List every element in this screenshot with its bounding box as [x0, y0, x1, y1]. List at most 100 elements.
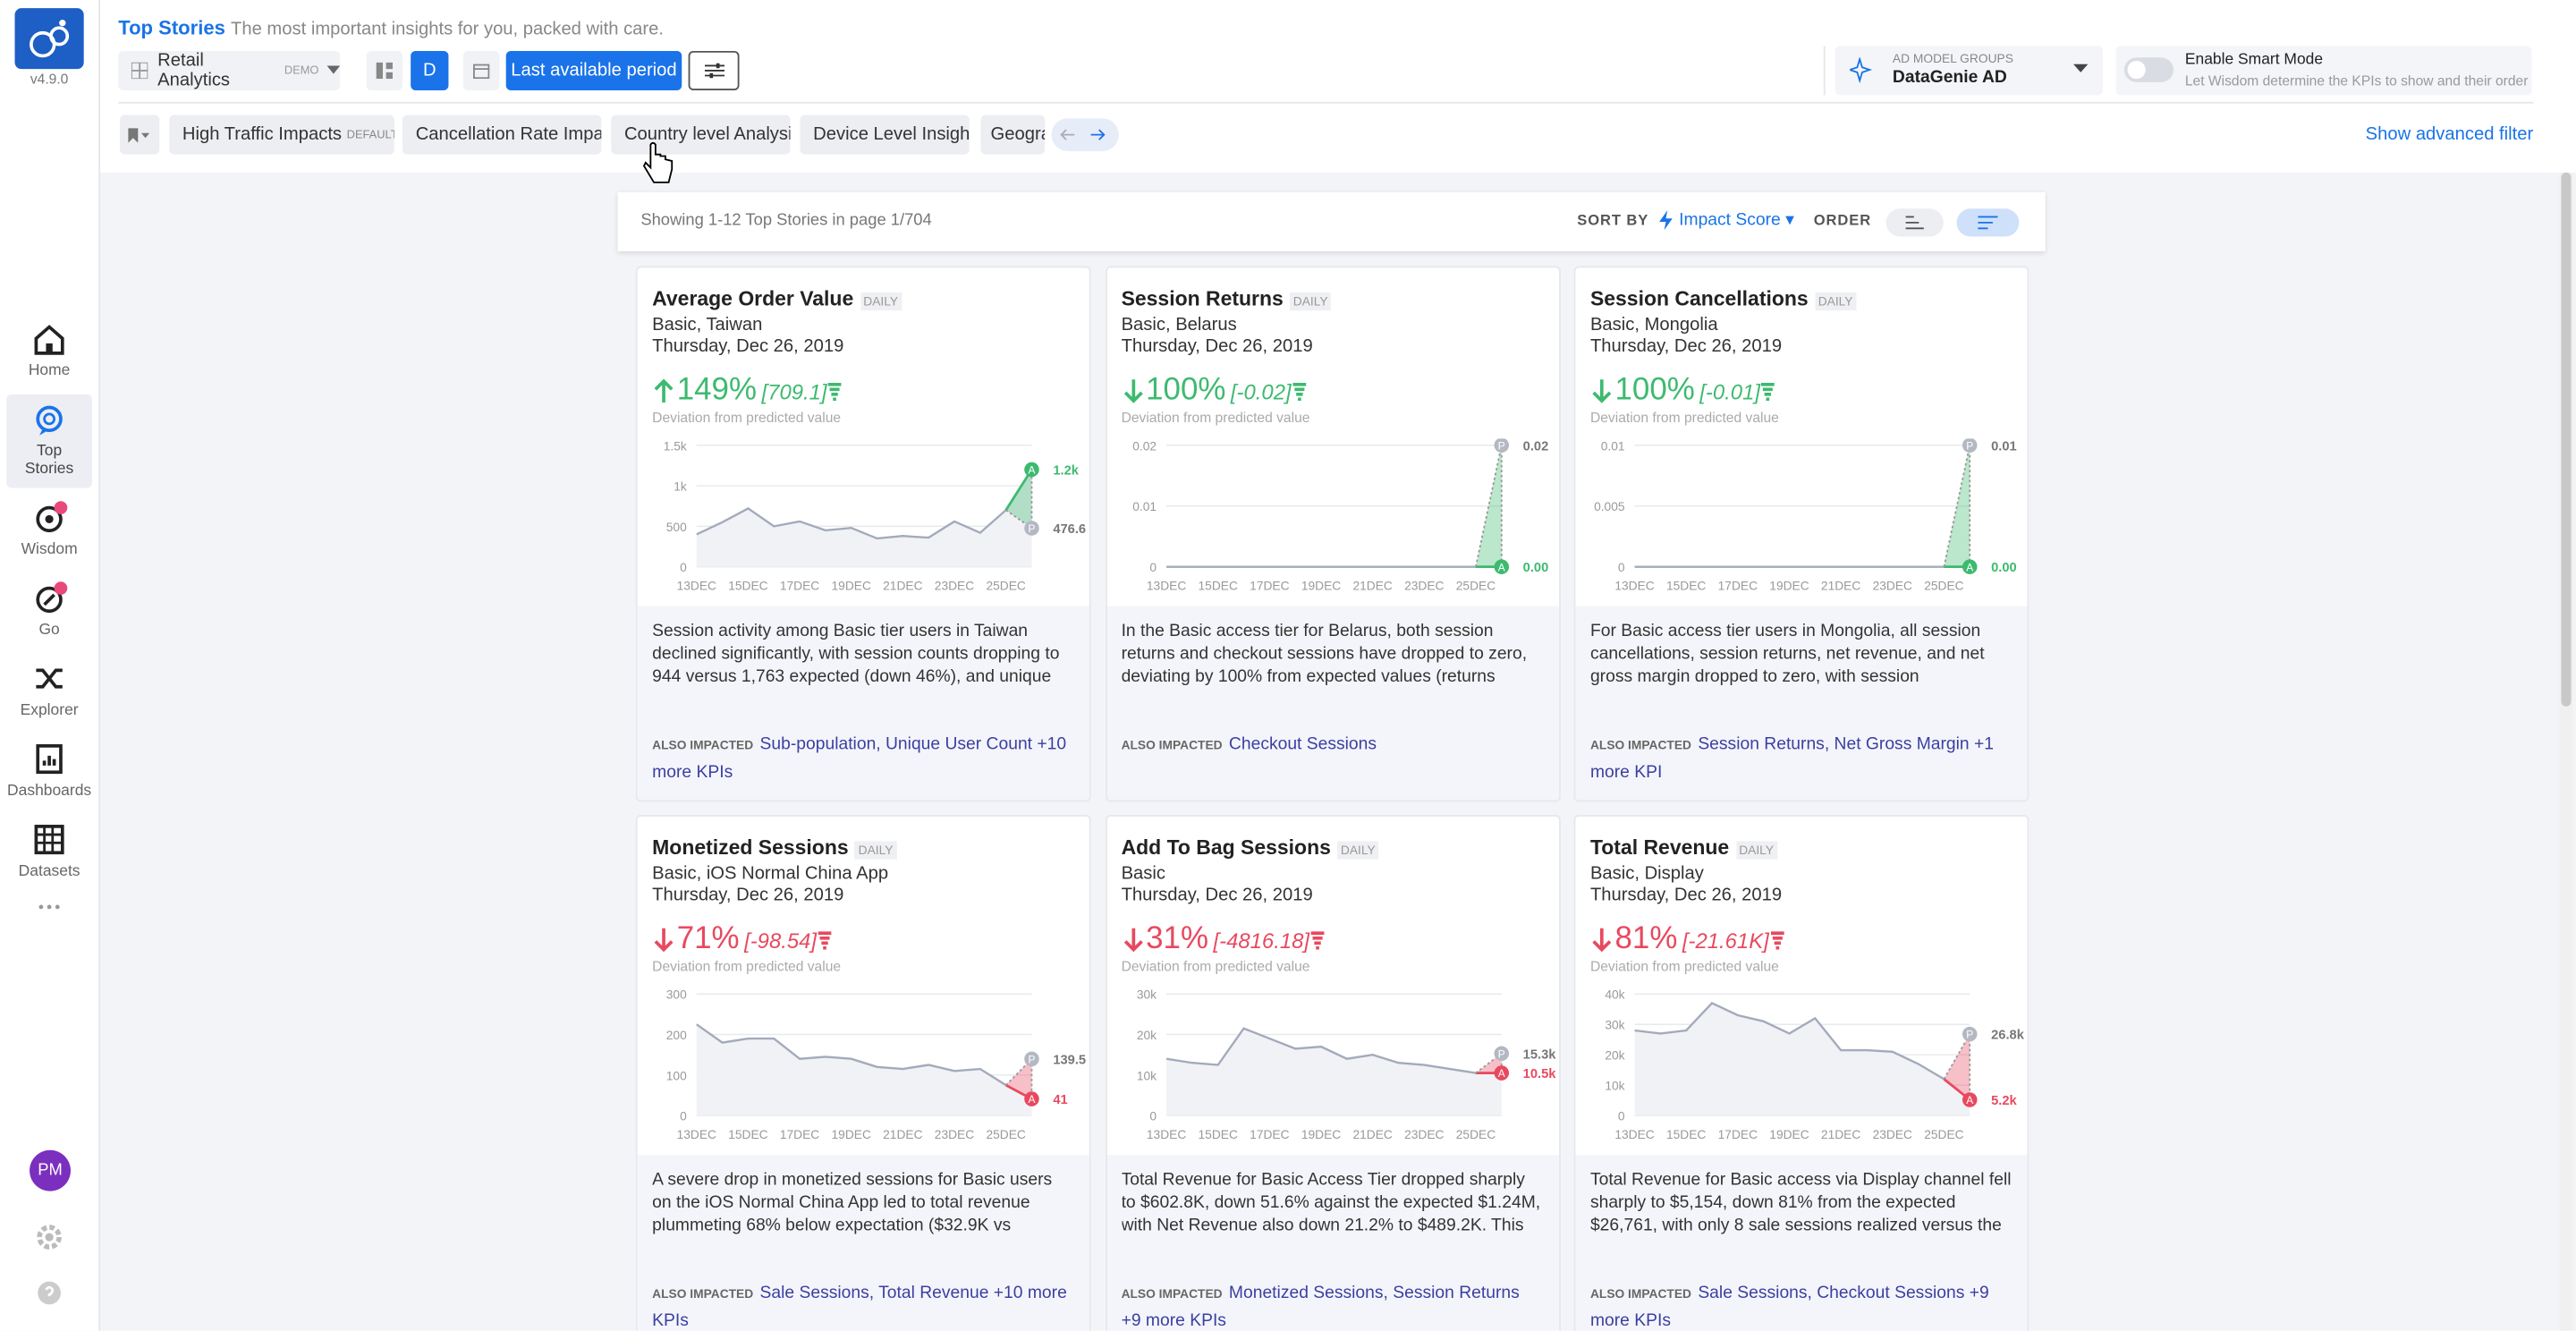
change-arrow [1592, 928, 1612, 953]
actual-label: 0.00 [1991, 561, 2017, 575]
y-tick-label: 0 [1618, 561, 1625, 574]
story-card[interactable]: Session Cancellations DAILY Basic, Mongoli… [1573, 266, 2029, 802]
story-card[interactable]: Total Revenue DAILY Basic, Display Thursday… [1573, 815, 2029, 1331]
arrow [654, 378, 674, 403]
predicted-marker: P [1966, 1029, 1973, 1041]
layout-button[interactable] [366, 50, 403, 91]
sort-value: Impact Score [1679, 210, 1781, 231]
y-tick-label: 1.5k [664, 439, 687, 453]
frequency-badge: DAILY [854, 841, 897, 860]
x-tick-label: 15DEC [1198, 579, 1237, 592]
scrollbar [2559, 172, 2573, 1331]
nav-item[interactable]: Wisdom [21, 540, 78, 559]
model-group: DataGenie AD [1892, 67, 2007, 88]
settings-button[interactable] [688, 50, 740, 91]
order-asc[interactable] [1885, 208, 1944, 237]
x-tick-label: 21DEC [883, 579, 922, 592]
story-card[interactable]: Monetized Sessions DAILY Basic, iOS Normal… [635, 815, 1091, 1331]
story-card[interactable]: Session Returns DAILY Basic, Belarus Thursd… [1105, 266, 1560, 802]
y-tick-label: 0.02 [1131, 439, 1156, 453]
bookmark-button[interactable] [120, 114, 160, 155]
story-card[interactable]: Average Order Value DAILY Basic, Taiwan Thu… [635, 266, 1091, 802]
deviation-value: [-4816.18] [1213, 927, 1310, 953]
funnel-icon [828, 382, 843, 402]
order-desc[interactable] [1956, 208, 2020, 237]
explorer-icon [36, 668, 63, 689]
series-line [696, 469, 1033, 540]
nav-item[interactable]: Go [38, 621, 60, 640]
tab[interactable]: Country level Analysis [611, 114, 791, 155]
actual-label: 5.2k [1991, 1094, 2017, 1108]
settings-icon[interactable] [36, 1224, 62, 1250]
y-tick-label: 0.01 [1131, 500, 1156, 513]
sort-select[interactable]: Impact Score ▾ [1679, 210, 1794, 231]
predicted-point [1024, 521, 1039, 536]
nav-item[interactable]: Dashboards [7, 782, 92, 801]
line-area [1165, 1028, 1501, 1116]
y-tick-label: 20k [1136, 1029, 1156, 1042]
card-segment: Basic, Mongolia [1589, 315, 1718, 335]
card-summary: Session activity among Basic tier users … [637, 606, 1089, 801]
x-tick-label: 25DEC [1455, 1128, 1495, 1141]
model-group-label: AD MODEL GROUPS [1892, 50, 2013, 66]
also-impacted: ALSO IMPACTED Session Returns, Net Gross … [1590, 731, 2009, 786]
card-title: Session Returns DAILY [1122, 287, 1332, 311]
tab-scroll[interactable] [1051, 118, 1119, 151]
also-list: Sub-population, Unique User Count +10 mo… [652, 734, 1067, 783]
go-icon [36, 581, 68, 614]
divider [118, 101, 2534, 104]
tab[interactable]: Cancellation Rate Impact [402, 114, 602, 155]
x-tick-label: 19DEC [1301, 579, 1340, 592]
sort-label: SORT BY [1577, 211, 1649, 229]
nav-item[interactable]: Top Stories [24, 442, 74, 479]
card-title: Monetized Sessions DAILY [652, 836, 897, 860]
stories-icon [36, 405, 63, 436]
grid-icon [131, 62, 148, 80]
avatar[interactable]: PM [30, 1149, 71, 1191]
line-area [696, 1024, 1032, 1116]
sparkline-chart: 0 10k 20k 30k 13DEC 15DEC 17DEC 19DEC 21DEC 23DEC… [1136, 988, 1555, 1141]
granularity-button[interactable]: D [411, 50, 449, 91]
also-label: ALSO IMPACTED [1121, 737, 1223, 753]
story-card[interactable]: Add To Bag Sessions DAILY Basic Thursday, D… [1105, 815, 1560, 1331]
nav-item[interactable]: Explorer [20, 701, 79, 720]
card-date: Thursday, Dec 26, 2019 [652, 886, 844, 906]
predicted-marker: P [1028, 1054, 1035, 1066]
arrow [1123, 379, 1142, 403]
also-impacted: ALSO IMPACTED Sub-population, Unique User… [652, 731, 1071, 786]
funnel-icon [1310, 931, 1325, 950]
actual-point [1962, 1092, 1978, 1107]
arrow [1123, 928, 1142, 953]
arrow [1592, 379, 1612, 403]
predicted-label: 476.6 [1053, 522, 1086, 537]
actual-marker: A [1028, 1093, 1035, 1106]
tab[interactable]: Geogra [980, 114, 1046, 155]
y-tick-label: 30k [1605, 1019, 1624, 1032]
tab[interactable]: Device Level Insights [800, 114, 970, 155]
nav-item[interactable]: Home [28, 361, 71, 380]
dataset-select[interactable]: Retail Analytics DEMO [118, 50, 341, 91]
tab[interactable]: High Traffic Impacts DEFAULT [169, 114, 394, 155]
smart-mode[interactable]: Enable Smart Mode Let Wisdom determine t… [2115, 46, 2532, 96]
summary-text: Session activity among Basic tier users … [652, 621, 1060, 687]
also-impacted: ALSO IMPACTED Monetized Sessions, Session… [1122, 1280, 1540, 1330]
period-button[interactable]: Last available period [505, 50, 682, 91]
help-icon[interactable] [36, 1280, 62, 1306]
y-tick-label: 500 [666, 521, 687, 534]
model-group-select[interactable]: AD MODEL GROUPS DataGenie AD [1835, 46, 2104, 96]
bolt-icon [1659, 210, 1673, 231]
scroll-thumb[interactable] [2561, 172, 2572, 707]
page-subtitle: The most important insights for you, pac… [231, 20, 665, 40]
nav-item[interactable]: Datasets [18, 862, 80, 881]
x-tick-label: 13DEC [1614, 1128, 1654, 1141]
advanced-filter[interactable]: Show advanced filter [2365, 124, 2534, 145]
calendar-button[interactable] [462, 50, 500, 91]
logo[interactable] [14, 8, 84, 70]
summary-text: Total Revenue for Basic access via Displ… [1589, 1169, 2012, 1236]
x-tick-label: 21DEC [1821, 579, 1860, 592]
change-value: 149% [676, 372, 758, 408]
also-label: ALSO IMPACTED [1589, 737, 1691, 753]
toggle[interactable] [2123, 57, 2174, 82]
x-tick-label: 13DEC [1614, 579, 1654, 592]
card-title: Average Order Value DAILY [652, 287, 902, 311]
